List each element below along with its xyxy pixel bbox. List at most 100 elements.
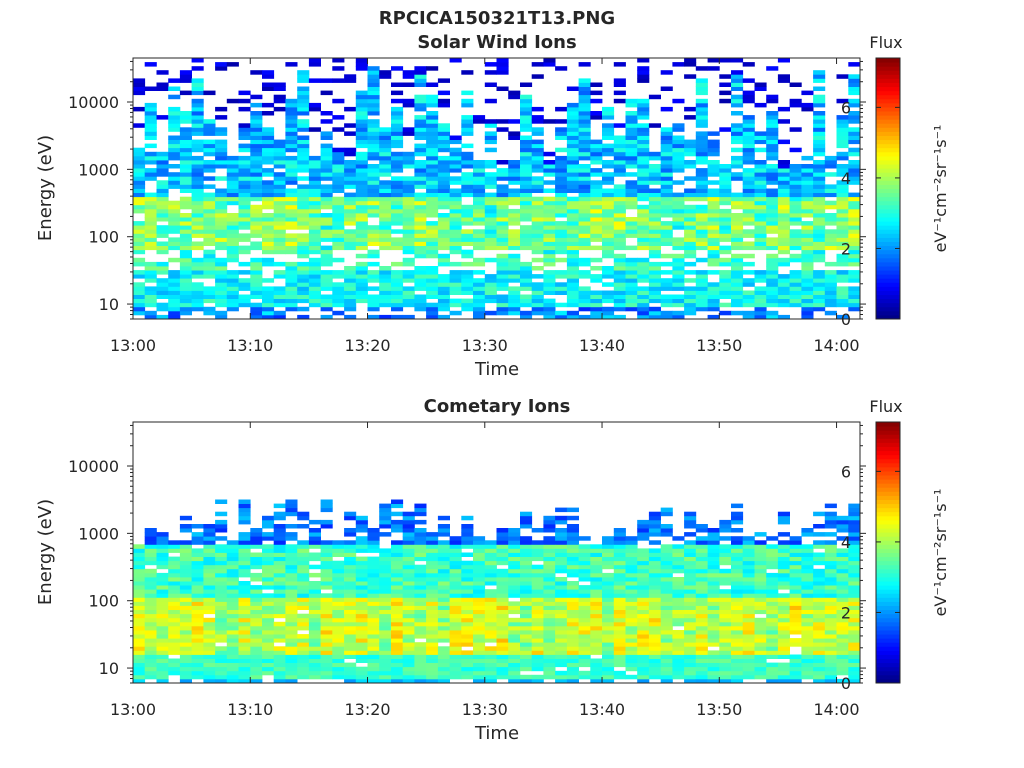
heatmap-cell (262, 233, 275, 238)
heatmap-cell (203, 184, 216, 189)
heatmap-cell (531, 164, 544, 169)
heatmap-cell (637, 233, 650, 238)
heatmap-cell (250, 646, 263, 651)
heatmap-cell (484, 135, 497, 140)
heatmap-cell (789, 168, 802, 173)
heatmap-cell (754, 176, 767, 181)
heatmap-cell (813, 160, 826, 165)
heatmap-cell (297, 650, 310, 655)
heatmap-cell (789, 577, 802, 582)
heatmap-cell (449, 200, 462, 206)
heatmap-cell (590, 630, 603, 635)
heatmap-cell (308, 654, 321, 659)
x-axis-label: Time (474, 359, 519, 380)
heatmap-cell (707, 625, 720, 631)
heatmap-cell (379, 515, 392, 521)
heatmap-cell (566, 601, 579, 606)
heatmap-cell (179, 298, 192, 304)
heatmap-cell (695, 524, 708, 529)
heatmap-cell (578, 245, 591, 251)
heatmap-cell (402, 515, 415, 521)
heatmap-cell (179, 302, 192, 308)
heatmap-cell (402, 593, 415, 598)
colorbar-segment (876, 310, 900, 316)
heatmap-cell (391, 499, 404, 504)
heatmap-cell (285, 164, 298, 169)
heatmap-cell (355, 266, 368, 271)
heatmap-cell (273, 314, 286, 320)
heatmap-cell (437, 204, 450, 210)
heatmap-cell (578, 111, 591, 116)
heatmap-cell (508, 257, 521, 263)
heatmap-cell (742, 221, 755, 226)
heatmap-cell (801, 164, 814, 169)
heatmap-cell (308, 597, 321, 602)
heatmap-cell (543, 253, 556, 259)
heatmap-cell (144, 621, 157, 627)
heatmap-cell (754, 270, 767, 275)
heatmap-cell (848, 78, 861, 83)
heatmap-cell (168, 670, 181, 676)
heatmap-cell (332, 221, 345, 226)
heatmap-cell (449, 278, 462, 283)
heatmap-cell (637, 286, 650, 291)
heatmap-cell (613, 217, 626, 222)
heatmap-cell (168, 290, 181, 295)
heatmap-cell (308, 536, 321, 541)
heatmap-cell (414, 66, 427, 71)
colorbar-segment (876, 159, 900, 165)
heatmap-cell (613, 581, 626, 586)
heatmap-cell (414, 511, 427, 517)
heatmap-cell (285, 638, 298, 643)
heatmap-cell (602, 241, 615, 246)
heatmap-cell (215, 613, 228, 619)
heatmap-cell (203, 298, 216, 304)
heatmap-cell (543, 670, 556, 676)
heatmap-cell (707, 589, 720, 594)
heatmap-cell (836, 290, 849, 295)
heatmap-cell (496, 225, 509, 230)
heatmap-cell (531, 662, 544, 668)
heatmap-cell (637, 208, 650, 214)
heatmap-cell (637, 674, 650, 680)
heatmap-cell (508, 221, 521, 226)
heatmap-cell (133, 225, 146, 230)
heatmap-cell (695, 98, 708, 104)
heatmap-cell (215, 151, 228, 157)
heatmap-cell (238, 245, 251, 251)
heatmap-cell (637, 66, 650, 71)
heatmap-cell (144, 581, 157, 586)
heatmap-cell (836, 298, 849, 304)
heatmap-cell (695, 568, 708, 574)
heatmap-cell (203, 572, 216, 578)
heatmap-cell (684, 572, 697, 578)
heatmap-cell (848, 290, 861, 295)
heatmap-cell (402, 302, 415, 308)
heatmap-cell (566, 151, 579, 157)
heatmap-cell (367, 593, 380, 598)
heatmap-cell (742, 613, 755, 619)
heatmap-cell (414, 282, 427, 287)
heatmap-cell (320, 221, 333, 226)
heatmap-cell (461, 127, 474, 132)
heatmap-cell (508, 609, 521, 615)
heatmap-cell (520, 160, 533, 165)
heatmap-cell (320, 111, 333, 116)
heatmap-cell (836, 286, 849, 291)
heatmap-cell (414, 674, 427, 680)
heatmap-cell (578, 274, 591, 279)
heatmap-cell (402, 102, 415, 108)
heatmap-cell (496, 310, 509, 316)
heatmap-cell (543, 196, 556, 202)
heatmap-cell (520, 143, 533, 149)
heatmap-cell (226, 585, 239, 590)
heatmap-cell (308, 160, 321, 165)
heatmap-cell (520, 646, 533, 651)
heatmap-cell (437, 646, 450, 651)
heatmap-cell (355, 654, 368, 659)
heatmap-cell (250, 241, 263, 246)
heatmap-cell (391, 261, 404, 267)
heatmap-cell (672, 638, 685, 643)
heatmap-cell (391, 581, 404, 586)
heatmap-cell (215, 499, 228, 504)
